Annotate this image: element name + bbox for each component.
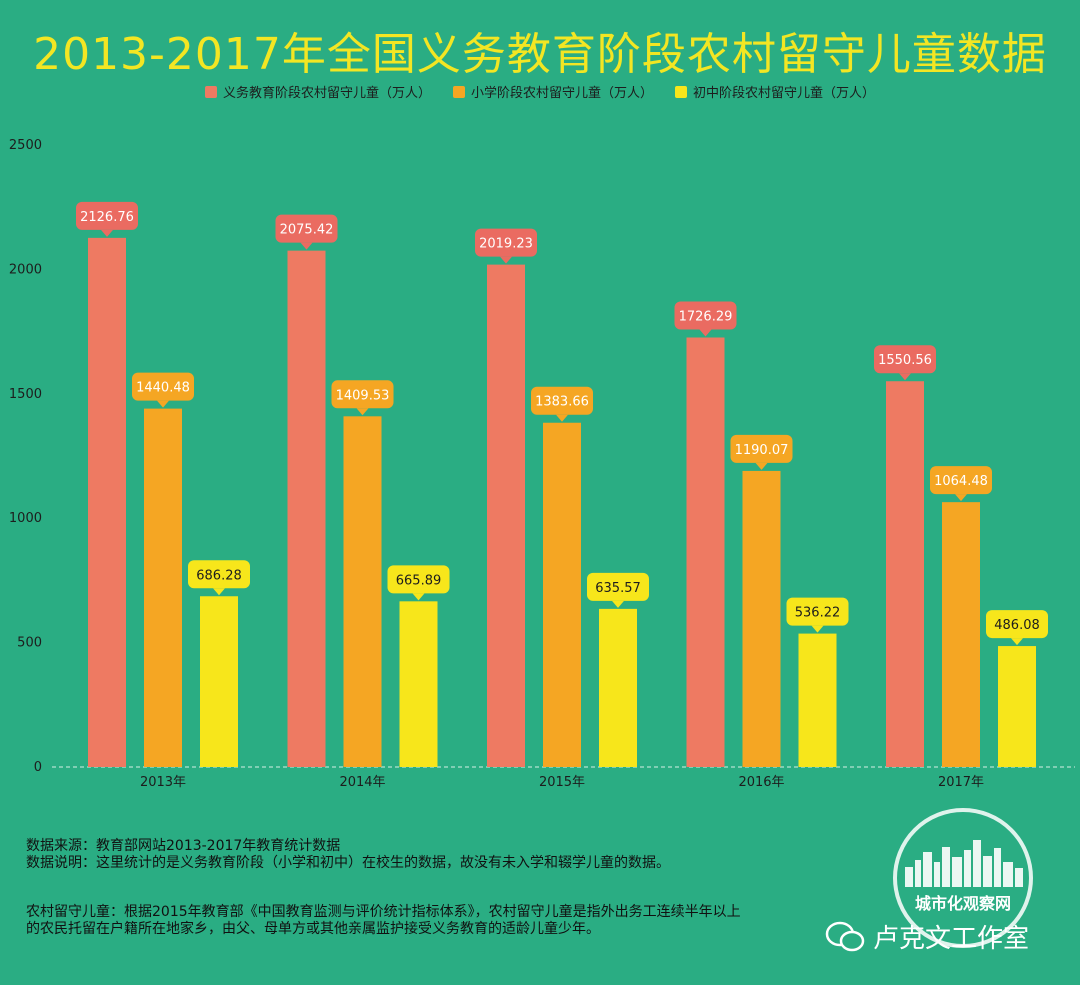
legend-swatch [675,85,687,98]
data-label-pointer [755,462,768,470]
data-label-pointer [811,625,824,633]
y-tick-label: 1000 [9,511,42,526]
bar [798,633,837,767]
data-label-pointer [213,588,225,596]
skyline-icon [905,840,1023,887]
data-label-bubble [475,228,537,257]
notes-explanation: 数据说明：这里统计的是义务教育阶段（小学和初中）在校生的数据，故没有未入学和辍学… [26,855,670,871]
notes-definition-2: 的农民托留在户籍所在地家乡，由父、母单方或其他亲属监护接受义务教育的适龄儿童少年… [26,921,600,937]
watermark-label: 城市化观察网 [914,894,1011,913]
data-label: 536.22 [795,606,841,621]
legend-label: 初中阶段农村留守儿童（万人） [693,86,876,101]
data-label: 1383.66 [535,395,589,410]
data-label: 1409.53 [336,388,390,403]
data-label: 686.28 [196,568,242,583]
data-label-pointer [300,242,313,250]
data-label: 635.57 [595,581,641,596]
data-label-bubble [786,597,849,626]
data-label-pointer [612,600,624,608]
bar [599,608,637,767]
data-label: 1726.29 [679,309,733,324]
legend-label: 义务教育阶段农村留守儿童（万人） [222,86,431,101]
x-tick-label: 2017年 [938,775,984,790]
data-label-bubble [930,466,992,495]
data-label-bubble [587,572,649,601]
legend-item: 小学阶段农村留守儿童（万人） [452,82,653,101]
chart-legend: 义务教育阶段农村留守儿童（万人） 小学阶段农村留守儿童（万人） 初中阶段农村留守… [0,82,1080,101]
data-label: 2019.23 [479,237,533,252]
data-label-bubble [132,372,194,401]
data-label-pointer [699,329,712,337]
legend-item: 义务教育阶段农村留守儿童（万人） [204,82,431,101]
data-label-pointer [500,256,512,264]
bar [686,337,725,767]
legend-swatch [452,85,465,98]
wechat-name: 卢克文工作室 [873,924,1030,954]
data-label: 2075.42 [280,223,334,238]
bar [200,596,238,767]
wechat-badge: 卢克文工作室 [825,918,1029,955]
data-label-bubble [730,434,793,463]
bar [487,264,525,767]
data-label-pointer [157,400,169,408]
data-label: 1064.48 [934,474,988,489]
data-label: 1550.56 [878,353,932,368]
data-label-bubble [188,560,250,589]
bar [543,422,581,767]
data-label-bubble [275,214,338,243]
legend-swatch [204,85,217,98]
bar [343,416,382,767]
x-tick-label: 2014年 [339,775,385,790]
data-label: 2126.76 [80,210,134,225]
bar [88,237,126,767]
data-label-bubble [331,380,394,409]
data-label-bubble [986,610,1048,639]
data-label-pointer [899,373,911,381]
data-label-pointer [1011,638,1023,646]
data-label-bubble [387,565,450,594]
watermark-logo: 城市化观察网 [893,808,1033,948]
legend-label: 小学阶段农村留守儿童（万人） [470,86,653,101]
data-label: 1190.07 [735,443,789,458]
data-label-bubble [674,301,737,330]
x-tick-label: 2016年 [738,775,784,790]
bar [886,381,924,767]
data-label-pointer [556,414,568,422]
data-label: 1440.48 [136,381,190,396]
bar [998,646,1036,767]
data-label: 665.89 [396,573,442,588]
y-tick-label: 1500 [9,387,42,402]
data-label-pointer [101,229,113,237]
data-label-bubble [76,201,138,230]
y-tick-label: 0 [34,760,42,775]
legend-item: 初中阶段农村留守儿童（万人） [675,82,875,101]
notes-source: 数据来源：教育部网站2013-2017年教育统计数据 [26,838,341,854]
bar [742,470,781,767]
bar [287,250,326,767]
y-tick-label: 500 [17,636,42,651]
chart-title: 2013-2017年全国义务教育阶段农村留守儿童数据 [33,29,1047,80]
bar [942,502,980,767]
data-label-pointer [412,593,425,601]
data-label-bubble [531,386,593,415]
data-label: 486.08 [994,618,1040,633]
data-label-pointer [955,494,967,502]
y-tick-label: 2500 [9,138,42,153]
data-label-bubble [874,345,936,374]
bar [144,408,182,767]
y-tick-label: 2000 [9,262,42,277]
notes-definition-1: 农村留守儿童：根据2015年教育部《中国教育监测与评价统计指标体系》，农村留守儿… [26,904,741,920]
wechat-icon [825,921,865,951]
bar [399,601,438,767]
x-tick-label: 2015年 [539,775,585,790]
x-tick-label: 2013年 [140,775,186,790]
data-label-pointer [356,408,369,416]
